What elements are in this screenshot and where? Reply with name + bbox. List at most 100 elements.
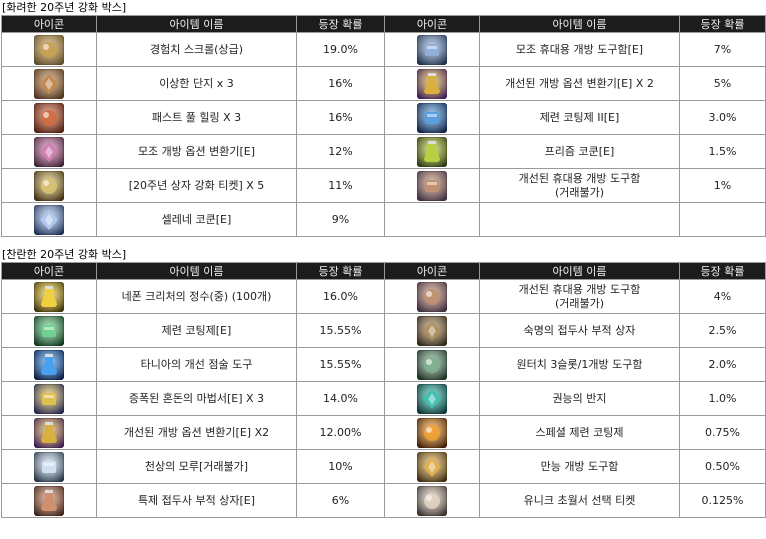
item-name: 만능 개방 도구함 bbox=[479, 449, 680, 484]
icon-cell bbox=[1, 347, 97, 382]
tinia-orb-icon bbox=[34, 349, 64, 380]
appearance-probability bbox=[679, 202, 766, 237]
column-header: 아이템 이름 bbox=[96, 262, 297, 280]
section-title: [찬란한 20주년 강화 박스] bbox=[0, 247, 766, 262]
column-header: 아이콘 bbox=[384, 15, 480, 33]
item-name: 타니아의 개선 점술 도구 bbox=[96, 347, 297, 382]
icon-cell bbox=[384, 415, 480, 450]
chaos-book-icon bbox=[34, 383, 64, 414]
column-header: 등장 확률 bbox=[679, 15, 766, 33]
appearance-probability: 3.0% bbox=[679, 100, 766, 135]
icon-cell bbox=[384, 279, 480, 314]
appearance-probability: 14.0% bbox=[296, 381, 385, 416]
appearance-probability: 0.50% bbox=[679, 449, 766, 484]
appearance-probability: 1% bbox=[679, 168, 766, 203]
wrench-toolbox-icon bbox=[417, 34, 447, 65]
item-name: 권능의 반지 bbox=[479, 381, 680, 416]
appearance-probability: 12.00% bbox=[296, 415, 385, 450]
icon-cell bbox=[1, 100, 97, 135]
appearance-probability: 15.55% bbox=[296, 347, 385, 382]
item-name: 셀레네 코쿤[E] bbox=[96, 202, 297, 237]
table-row: 개선된 개방 옵션 변환기[E] X2 12.00% 스페셜 제련 코팅제 0.75% bbox=[1, 415, 766, 450]
item-name: 경험치 스크롤(상급) bbox=[96, 32, 297, 67]
strange-jar-icon bbox=[34, 68, 64, 99]
table-row: 천상의 모루[거래불가] 10% 만능 개방 도구함 0.50% bbox=[1, 449, 766, 484]
item-name: 원터치 3슬롯/1개방 도구함 bbox=[479, 347, 680, 382]
coating-flask-green-icon bbox=[34, 315, 64, 346]
icon-cell bbox=[1, 134, 97, 169]
table-row: 제련 코팅제[E] 15.55% 숙명의 접두사 부적 상자 2.5% bbox=[1, 313, 766, 348]
appearance-probability: 5% bbox=[679, 66, 766, 101]
appearance-probability: 9% bbox=[296, 202, 385, 237]
item-name: 유니크 초월서 선택 티켓 bbox=[479, 483, 680, 518]
appearance-probability: 1.0% bbox=[679, 381, 766, 416]
exp-scroll-icon bbox=[34, 34, 64, 65]
icon-cell bbox=[1, 415, 97, 450]
fate-amulet-box-icon bbox=[417, 315, 447, 346]
option-changer-purple-icon bbox=[34, 417, 64, 448]
table-header-row: 아이콘 아이템 이름 등장 확률 아이콘 아이템 이름 등장 확률 bbox=[1, 262, 766, 280]
creature-essence-icon bbox=[34, 281, 64, 312]
item-name: 숙명의 접두사 부적 상자 bbox=[479, 313, 680, 348]
appearance-probability: 4% bbox=[679, 279, 766, 314]
column-header: 아이콘 bbox=[384, 262, 480, 280]
item-name: 증폭된 혼돈의 마법서[E] X 3 bbox=[96, 381, 297, 416]
item-name: 특제 접두사 부적 상자[E] bbox=[96, 483, 297, 518]
option-changer-purple-icon bbox=[417, 68, 447, 99]
icon-cell bbox=[384, 202, 480, 237]
column-header: 아이콘 bbox=[1, 15, 97, 33]
appearance-probability: 0.125% bbox=[679, 483, 766, 518]
probability-table: 아이콘 아이템 이름 등장 확률 아이콘 아이템 이름 등장 확률 네폰 크리처의 정수(중… bbox=[1, 262, 766, 518]
appearance-probability: 16.0% bbox=[296, 279, 385, 314]
portable-toolbox-icon bbox=[417, 281, 447, 312]
table-row: 모조 개방 옵션 변환기[E] 12% 프리즘 코쿤[E] 1.5% bbox=[1, 134, 766, 169]
icon-cell bbox=[384, 168, 480, 203]
icon-cell bbox=[1, 483, 97, 518]
special-coating-icon bbox=[417, 417, 447, 448]
icon-cell bbox=[384, 483, 480, 518]
icon-cell bbox=[384, 32, 480, 67]
column-header: 아이템 이름 bbox=[96, 15, 297, 33]
icon-cell bbox=[1, 381, 97, 416]
column-header: 아이템 이름 bbox=[479, 262, 680, 280]
icon-cell bbox=[384, 313, 480, 348]
universal-toolbox-icon bbox=[417, 451, 447, 482]
appearance-probability: 2.0% bbox=[679, 347, 766, 382]
section-gap bbox=[0, 237, 766, 247]
appearance-probability: 2.5% bbox=[679, 313, 766, 348]
appearance-probability: 6% bbox=[296, 483, 385, 518]
icon-cell bbox=[1, 202, 97, 237]
item-name: 모조 개방 옵션 변환기[E] bbox=[96, 134, 297, 169]
icon-cell bbox=[1, 32, 97, 67]
icon-cell bbox=[384, 66, 480, 101]
potion-crate-icon bbox=[34, 102, 64, 133]
coating-flask-blue-icon bbox=[417, 102, 447, 133]
special-amulet-box-icon bbox=[34, 485, 64, 516]
portable-toolbox-icon bbox=[417, 170, 447, 201]
column-header: 아이콘 bbox=[1, 262, 97, 280]
selene-cocoon-icon bbox=[34, 204, 64, 235]
section-title: [화려한 20주년 강화 박스] bbox=[0, 0, 766, 15]
table-row: 특제 접두사 부적 상자[E] 6% 유니크 초월서 선택 티켓 0.125% bbox=[1, 483, 766, 518]
item-name: 천상의 모루[거래불가] bbox=[96, 449, 297, 484]
table-row: 이상한 단지 x 3 16% 개선된 개방 옵션 변환기[E] X 2 5% bbox=[1, 66, 766, 101]
unique-select-ticket-icon bbox=[417, 485, 447, 516]
column-header: 등장 확률 bbox=[296, 262, 385, 280]
celestial-cap-icon bbox=[34, 451, 64, 482]
appearance-probability: 7% bbox=[679, 32, 766, 67]
item-name: 모조 휴대용 개방 도구함[E] bbox=[479, 32, 680, 67]
prism-cocoon-icon bbox=[417, 136, 447, 167]
icon-cell bbox=[1, 279, 97, 314]
icon-cell bbox=[384, 100, 480, 135]
column-header: 아이템 이름 bbox=[479, 15, 680, 33]
table-row: 셀레네 코쿤[E] 9% bbox=[1, 202, 766, 237]
appearance-probability: 16% bbox=[296, 66, 385, 101]
appearance-probability: 19.0% bbox=[296, 32, 385, 67]
item-name: 개선된 휴대용 개방 도구함 (거래불가) bbox=[479, 279, 680, 314]
icon-cell bbox=[384, 381, 480, 416]
option-changer-pink-icon bbox=[34, 136, 64, 167]
probability-table: 아이콘 아이템 이름 등장 확률 아이콘 아이템 이름 등장 확률 경험치 스크롤(상급) 1… bbox=[1, 15, 766, 237]
item-name: 제련 코팅제 II[E] bbox=[479, 100, 680, 135]
appearance-probability: 16% bbox=[296, 100, 385, 135]
item-name: 패스트 풀 힐링 X 3 bbox=[96, 100, 297, 135]
